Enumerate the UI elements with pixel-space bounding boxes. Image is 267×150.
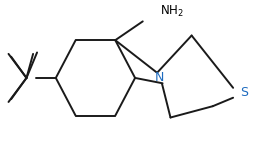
Text: N: N (155, 71, 165, 84)
Text: NH$_2$: NH$_2$ (160, 3, 184, 19)
Text: S: S (240, 86, 248, 99)
